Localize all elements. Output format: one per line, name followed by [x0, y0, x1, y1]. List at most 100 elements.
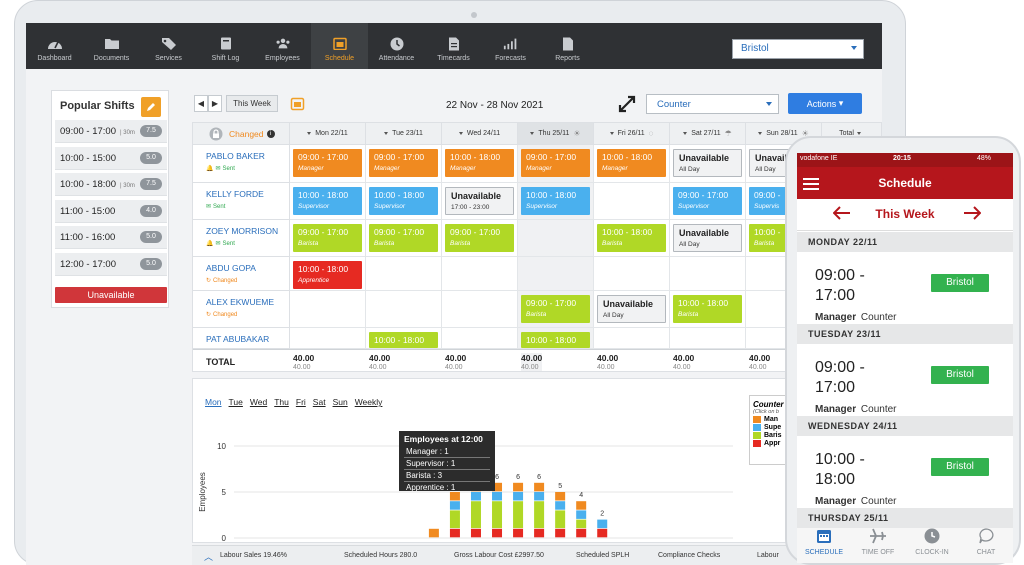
actions-button[interactable]: Actions ▾: [788, 93, 862, 114]
day-header[interactable]: Mon 22/11: [290, 123, 366, 145]
this-week-button[interactable]: This Week: [226, 95, 278, 112]
shift-block[interactable]: 10:00 - 18:00: [369, 332, 438, 348]
legend-item[interactable]: Man: [753, 416, 815, 423]
day-link[interactable]: Mon: [205, 397, 222, 407]
tab-chat[interactable]: CHAT: [959, 523, 1013, 563]
nav-item-timecards[interactable]: Timecards: [425, 23, 482, 69]
day-header[interactable]: Sat 27/11 ☂: [670, 123, 746, 145]
day-header[interactable]: Fri 26/11 ◌: [594, 123, 670, 145]
legend-item[interactable]: Baris: [753, 432, 815, 439]
nav-item-reports[interactable]: Reports: [539, 23, 596, 69]
tab-time-off[interactable]: TIME OFF: [851, 523, 905, 563]
schedule-cell[interactable]: [290, 328, 366, 349]
prev-week-button[interactable]: ◀: [194, 95, 208, 112]
shift-block[interactable]: 10:00 - 18:00 Manager: [445, 149, 514, 177]
nav-item-employees[interactable]: Employees: [254, 23, 311, 69]
schedule-cell[interactable]: [594, 257, 670, 291]
shift-block[interactable]: 09:00 - 17:00 Barista: [293, 224, 362, 252]
phone-shift-card[interactable]: 09:00 - 17:00 Manager Counter Bristol: [797, 344, 1013, 416]
nav-item-documents[interactable]: Documents: [83, 23, 140, 69]
nav-item-forecasts[interactable]: Forecasts: [482, 23, 539, 69]
footer-stat[interactable]: Scheduled Hours 280.0: [344, 552, 418, 559]
schedule-cell[interactable]: [290, 291, 366, 328]
schedule-cell[interactable]: [366, 328, 442, 349]
unavailable-block[interactable]: Unavailable All Day: [673, 224, 742, 252]
shift-block[interactable]: 09:00 - 17:00 Barista: [369, 224, 438, 252]
day-link[interactable]: Wed: [249, 397, 268, 407]
day-link[interactable]: Sat: [312, 397, 326, 407]
nav-item-shift-log[interactable]: Shift Log: [197, 23, 254, 69]
shift-block[interactable]: 09:00 - 17:00 Barista: [521, 295, 590, 323]
phone-shift-card[interactable]: 10:00 - 18:00 Manager Counter Bristol: [797, 436, 1013, 508]
schedule-cell[interactable]: [366, 291, 442, 328]
phone-shift-card[interactable]: 09:00 - 17:00 Manager Counter Bristol: [797, 252, 1013, 324]
schedule-cell[interactable]: [366, 257, 442, 291]
shift-block[interactable]: 10:00 - 18:00 Supervisor: [293, 187, 362, 215]
day-link[interactable]: Sun: [332, 397, 348, 407]
tab-schedule[interactable]: SCHEDULE: [797, 523, 851, 563]
shift-block[interactable]: 10:00 - 18:00 Manager: [597, 149, 666, 177]
schedule-cell[interactable]: [670, 291, 746, 328]
edit-button[interactable]: [141, 97, 161, 117]
changed-filter[interactable]: Changed i: [193, 123, 290, 145]
shift-block[interactable]: 10:00 - 18:00 Barista: [597, 224, 666, 252]
employee-row-header[interactable]: KELLY FORDE ✉ Sent: [193, 183, 290, 220]
employee-name[interactable]: KELLY FORDE: [206, 189, 264, 199]
schedule-cell[interactable]: [594, 183, 670, 220]
employee-row-header[interactable]: ZOEY MORRISON 🔔 ✉ Sent: [193, 220, 290, 257]
shift-block[interactable]: 09:00 - 17:00 Manager: [521, 149, 590, 177]
employee-name[interactable]: ALEX EKWUEME: [206, 297, 275, 307]
employee-row-header[interactable]: PAT ABUBAKAR: [193, 328, 290, 349]
schedule-cell[interactable]: [518, 220, 594, 257]
unavailable-block[interactable]: Unavailable All Day: [673, 149, 742, 177]
schedule-cell[interactable]: [290, 145, 366, 183]
next-week-button[interactable]: ▶: [208, 95, 222, 112]
schedule-cell[interactable]: [594, 145, 670, 183]
shift-block[interactable]: 10:00 - 18:00 Apprentice: [293, 261, 362, 289]
footer-stat[interactable]: Gross Labour Cost £2997.50: [454, 552, 544, 559]
popular-shift-item[interactable]: 11:00 - 15:00 4.0: [55, 199, 167, 223]
tab-clock-in[interactable]: CLOCK-IN: [905, 523, 959, 563]
employee-row-header[interactable]: ALEX EKWUEME ↻ Changed: [193, 291, 290, 328]
nav-item-schedule[interactable]: Schedule: [311, 23, 368, 69]
schedule-cell[interactable]: [670, 183, 746, 220]
employee-name[interactable]: PAT ABUBAKAR: [206, 334, 270, 344]
employee-name[interactable]: ZOEY MORRISON: [206, 226, 279, 236]
employee-name[interactable]: PABLO BAKER: [206, 151, 265, 161]
day-header[interactable]: Wed 24/11: [442, 123, 518, 145]
day-link[interactable]: Weekly: [354, 397, 383, 407]
popular-shift-item[interactable]: 10:00 - 15:00 5.0: [55, 146, 167, 170]
footer-stat[interactable]: Labour: [757, 552, 779, 559]
day-link[interactable]: Fri: [295, 397, 306, 407]
schedule-cell[interactable]: [594, 220, 670, 257]
menu-button[interactable]: [803, 177, 819, 195]
schedule-cell[interactable]: [442, 145, 518, 183]
prev-week-button[interactable]: [832, 206, 851, 225]
shift-block[interactable]: 10:00 - 18:00 Barista: [673, 295, 742, 323]
popular-shift-item[interactable]: 11:00 - 16:00 5.0: [55, 226, 167, 249]
popular-shift-item[interactable]: 10:00 - 18:00 | 30m 7.5: [55, 173, 167, 196]
employee-row-header[interactable]: ABDU GOPA ↻ Changed: [193, 257, 290, 291]
footer-stat[interactable]: Compliance Checks: [658, 552, 721, 559]
employee-row-header[interactable]: PABLO BAKER 🔔 ✉ Sent: [193, 145, 290, 183]
schedule-cell[interactable]: [290, 220, 366, 257]
schedule-cell[interactable]: [670, 220, 746, 257]
shift-block[interactable]: 10:00 - 18:00 Supervisor: [369, 187, 438, 215]
unavailable-button[interactable]: Unavailable: [55, 287, 167, 303]
expand-button[interactable]: [617, 94, 637, 119]
schedule-cell[interactable]: [670, 145, 746, 183]
shift-block[interactable]: 09:00 - 17:00 Manager: [369, 149, 438, 177]
nav-item-attendance[interactable]: Attendance: [368, 23, 425, 69]
schedule-cell[interactable]: [594, 291, 670, 328]
day-header[interactable]: Thu 25/11 ☀: [518, 123, 594, 145]
schedule-cell[interactable]: [366, 220, 442, 257]
employee-name[interactable]: ABDU GOPA: [206, 263, 256, 273]
shift-block[interactable]: 09:00 - 17:00 Manager: [293, 149, 362, 177]
schedule-cell[interactable]: [670, 328, 746, 349]
day-header[interactable]: Tue 23/11: [366, 123, 442, 145]
footer-stat[interactable]: Labour Sales 19.46%: [220, 552, 287, 559]
next-week-button[interactable]: [963, 206, 982, 225]
schedule-cell[interactable]: [442, 257, 518, 291]
schedule-cell[interactable]: [290, 183, 366, 220]
day-link[interactable]: Tue: [228, 397, 243, 407]
